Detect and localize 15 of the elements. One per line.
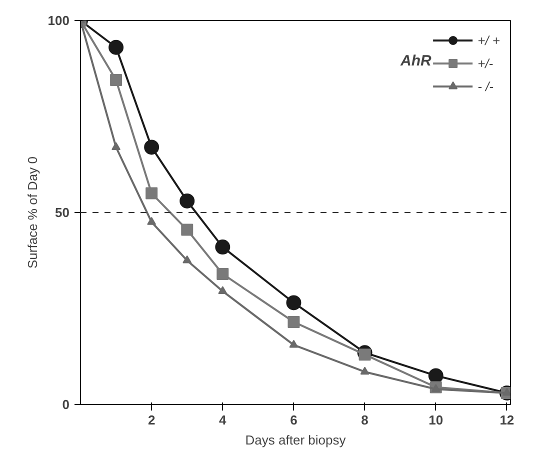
y-tick-label: 50 (55, 205, 70, 220)
x-tick-label: 6 (290, 412, 298, 428)
x-tick-label: 4 (219, 412, 228, 428)
legend-title: AhR (400, 52, 432, 70)
x-tick-label: 8 (361, 412, 368, 428)
legend-label: +/- (478, 56, 494, 70)
y-tick-label: 100 (48, 13, 70, 28)
y-axis-title: Surface % of Day 0 (24, 156, 40, 268)
y-tick-label: 0 (62, 397, 70, 412)
x-tick-label: 12 (500, 412, 514, 428)
legend-label: +/ + (478, 32, 500, 48)
x-axis-title: Days after biopsy (245, 432, 346, 448)
legend-label: - /- (478, 78, 494, 94)
x-tick-label: 10 (428, 412, 444, 428)
x-tick-label: 2 (148, 412, 156, 428)
